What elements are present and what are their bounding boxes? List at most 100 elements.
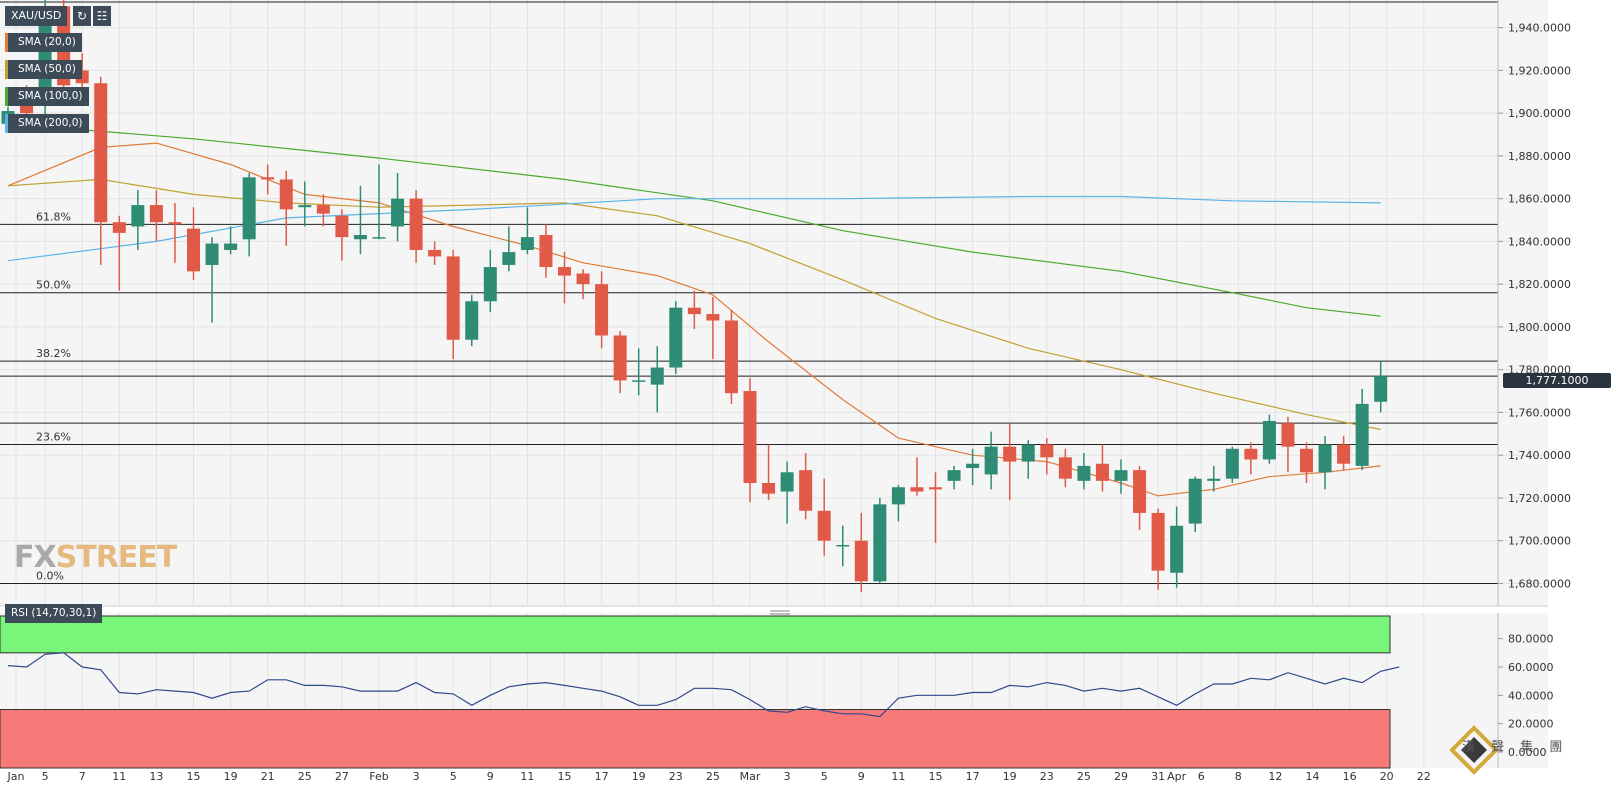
candle: [706, 297, 720, 359]
price-tick-label: 1,880.0000: [1508, 150, 1571, 163]
sma-line-3: [7, 195, 1381, 262]
time-tick-label: 8: [1235, 770, 1242, 783]
time-tick-label: Jan: [7, 770, 25, 783]
candle-body: [929, 487, 942, 490]
legend-sma-20[interactable]: SMA (20,0): [5, 33, 82, 52]
candle-body: [94, 83, 108, 223]
candle-body: [520, 237, 534, 250]
candle: [520, 207, 534, 255]
candle-body: [1133, 470, 1147, 513]
legend-sma-100[interactable]: SMA (100,0): [5, 87, 89, 106]
candle: [743, 378, 757, 503]
candle-body: [279, 179, 293, 210]
time-tick-label: 11: [112, 770, 126, 783]
chart-settings-icon[interactable]: ☷: [93, 6, 111, 26]
fib-label: 61.8%: [36, 210, 71, 223]
candle: [1058, 448, 1072, 488]
time-tick-label: 29: [1114, 770, 1128, 783]
legend-sma-200[interactable]: SMA (200,0): [5, 114, 89, 133]
time-tick-label: 25: [298, 770, 312, 783]
candle-body: [1374, 376, 1388, 402]
time-tick-label: 15: [187, 770, 201, 783]
candle-body: [1207, 478, 1221, 481]
last-price-tag: 1,777.1000: [1503, 373, 1611, 388]
candle-body: [261, 177, 275, 180]
time-tick-label: Feb: [369, 770, 388, 783]
candle: [224, 226, 238, 255]
candle-body: [558, 267, 571, 276]
candle: [780, 461, 794, 524]
candle-body: [613, 335, 627, 381]
sma-line-1: [7, 178, 1381, 431]
candle: [112, 215, 126, 291]
rsi-tick-label: 80.0000: [1508, 633, 1554, 646]
pane-splitter[interactable]: [0, 605, 1548, 615]
time-tick-label: 9: [487, 770, 494, 783]
candle: [1318, 435, 1332, 490]
candle-body: [1077, 465, 1091, 481]
refresh-icon[interactable]: ↻: [73, 6, 91, 26]
candle-body: [1262, 420, 1276, 460]
rsi-indicator-label[interactable]: RSI (14,70,30,1): [5, 604, 103, 623]
sma-line-2: [7, 123, 1381, 317]
time-tick-label: 11: [891, 770, 905, 783]
candle-body: [1225, 448, 1239, 479]
candle-body: [687, 307, 701, 315]
candle: [1003, 423, 1017, 501]
candle: [1133, 465, 1147, 531]
time-tick-label: 20: [1380, 770, 1394, 783]
fib-label: 38.2%: [36, 347, 71, 360]
symbol-label[interactable]: XAU/USD: [5, 6, 68, 26]
candle-body: [187, 228, 200, 272]
time-tick-label: 19: [632, 770, 646, 783]
candle: [1151, 508, 1165, 590]
candle: [483, 249, 497, 312]
candle: [316, 194, 330, 227]
rsi-line: [7, 652, 1400, 718]
time-tick-label: 15: [558, 770, 572, 783]
candle-body: [409, 198, 423, 250]
candle: [1188, 476, 1202, 533]
candle: [261, 164, 275, 195]
candle: [650, 346, 664, 413]
time-tick-label: 17: [966, 770, 980, 783]
candle: [1355, 388, 1369, 471]
time-tick-label: 3: [413, 770, 420, 783]
time-tick-label: 23: [669, 770, 683, 783]
candle-body: [1188, 478, 1202, 524]
grid: [0, 0, 1548, 768]
candle-body: [149, 205, 163, 223]
candle: [687, 290, 701, 330]
legend-sma-50[interactable]: SMA (50,0): [5, 60, 82, 79]
candle: [669, 301, 683, 374]
candle: [1114, 459, 1128, 494]
candle: [1300, 442, 1313, 483]
candle-body: [353, 235, 367, 240]
candle: [1244, 442, 1258, 475]
time-tick-label: 15: [929, 770, 943, 783]
candle-body: [1318, 444, 1332, 473]
candle: [353, 185, 367, 255]
candle-body: [706, 314, 720, 321]
time-tick-label: 5: [42, 770, 49, 783]
candle-body: [168, 222, 182, 225]
candle-body: [446, 256, 460, 340]
candle: [984, 431, 998, 490]
candle-body: [1170, 525, 1184, 573]
candle-body: [1003, 446, 1017, 462]
price-tick-label: 1,900.0000: [1508, 107, 1571, 120]
candle-body: [242, 177, 256, 240]
fib-label: 23.6%: [36, 431, 71, 444]
candle: [1262, 414, 1276, 464]
time-tick-label: 25: [1077, 770, 1091, 783]
time-tick-label: 23: [1040, 770, 1054, 783]
candle-body: [483, 267, 497, 302]
candle-body: [669, 307, 683, 368]
candle-body: [1114, 470, 1128, 481]
candle-body: [743, 391, 757, 483]
rsi-tick-label: 0.0000: [1508, 746, 1547, 759]
candle: [595, 271, 609, 349]
candle: [1040, 438, 1054, 475]
candle-body: [1151, 512, 1165, 571]
brand-fx: FX: [14, 540, 57, 575]
